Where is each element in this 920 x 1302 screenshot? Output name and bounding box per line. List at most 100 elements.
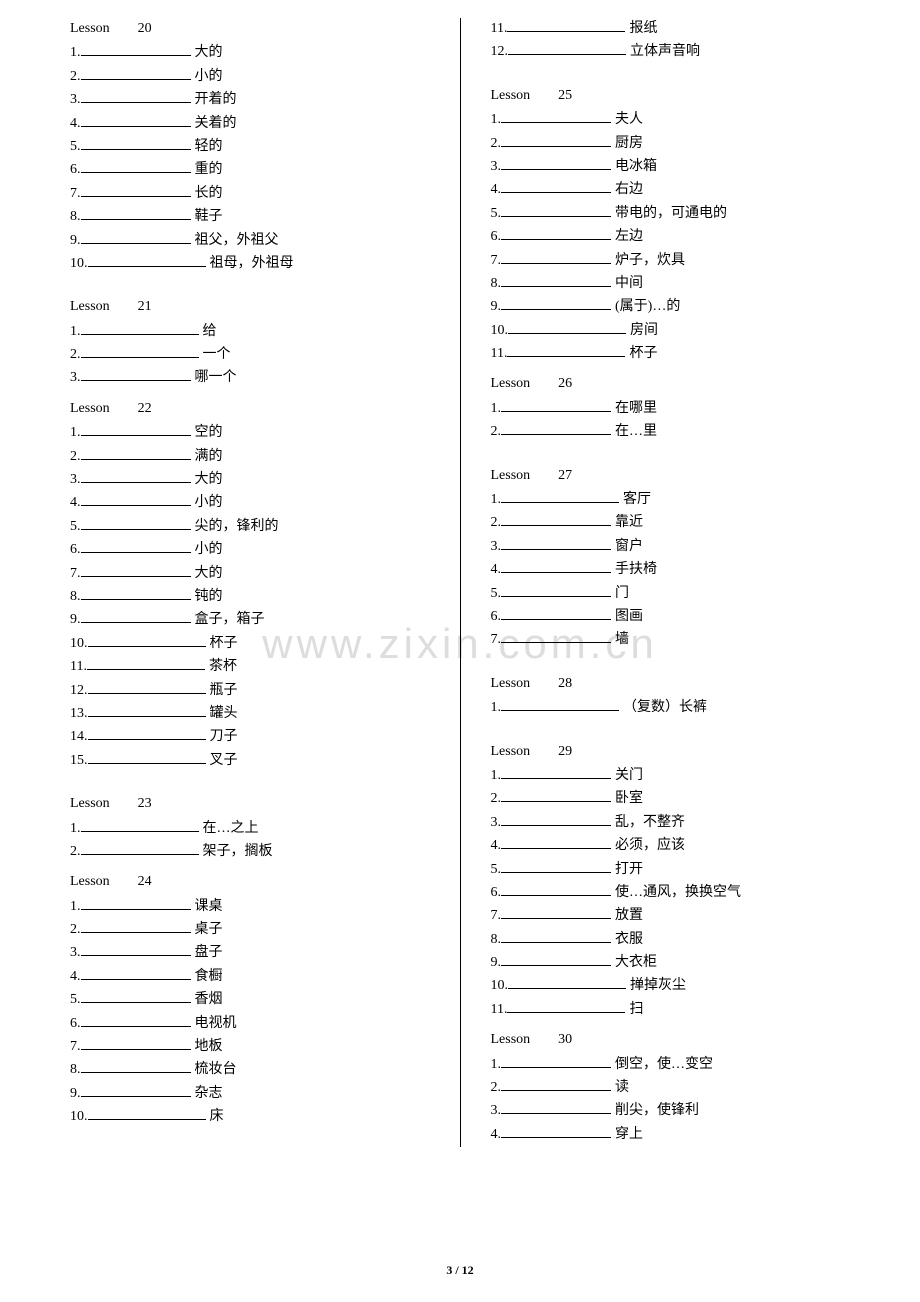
vocab-entry: 4.穿上 [491,1124,851,1146]
entry-number: 9. [70,609,81,631]
vocab-entry: 11.报纸 [491,18,851,40]
entry-number: 8. [70,206,81,228]
vocab-entry: 5.香烟 [70,989,430,1011]
entry-number: 11. [491,999,508,1021]
lesson-number: 28 [558,673,572,695]
spacer [70,276,430,288]
fill-blank [81,367,191,381]
vocab-entry: 2. 架子，搁板 [70,841,430,863]
vocab-entry: 1.关门 [491,765,851,787]
entry-definition: 读 [615,1077,629,1099]
vocab-entry: 1. 在…之上 [70,818,430,840]
entry-number: 1. [491,1054,502,1076]
lesson-number: 27 [558,465,572,487]
vocab-entry: 5. 尖的，锋利的 [70,516,430,538]
vocab-entry: 12.瓶子 [70,680,430,702]
fill-blank [501,512,611,526]
entry-number: 1. [70,422,81,444]
entry-definition: 客厅 [623,489,651,511]
entry-number: 5. [70,516,81,538]
lesson-number: 22 [138,398,152,420]
spacer [491,445,851,457]
vocab-entry: 4.关着的 [70,113,430,135]
fill-blank [501,226,611,240]
fill-blank [81,609,191,623]
vocab-entry: 15.叉子 [70,750,430,772]
vocab-entry: 9.大衣柜 [491,952,851,974]
lesson-label: Lesson [491,465,531,487]
vocab-entry: 7.大的 [70,563,430,585]
entry-number: 1. [491,697,502,719]
entry-definition: 尖的，锋利的 [195,516,279,538]
vocab-entry: 3. 电冰箱 [491,156,851,178]
fill-blank [81,89,191,103]
entry-definition: 电冰箱 [615,156,657,178]
fill-blank [88,726,206,740]
entry-definition: 关着的 [195,113,237,135]
vocab-entry: 9.盒子，箱子 [70,609,430,631]
fill-blank [81,539,191,553]
lesson-header: Lesson30 [491,1029,851,1051]
lesson-number: 29 [558,741,572,763]
fill-blank [501,1100,611,1114]
entry-number: 3. [491,156,502,178]
spacer [491,721,851,733]
lesson-label: Lesson [70,793,110,815]
fill-blank [501,559,611,573]
fill-blank [81,586,191,600]
entry-definition: 小的 [195,66,223,88]
entry-number: 4. [491,179,502,201]
vocab-entry: 1.空的 [70,422,430,444]
entry-definition: 在…里 [615,421,657,443]
entry-definition: 小的 [195,492,223,514]
fill-blank [501,421,611,435]
spacer [491,653,851,665]
entry-definition: 鞋子 [195,206,223,228]
entry-definition: 夫人 [615,109,643,131]
entry-number: 9. [491,296,502,318]
lesson-number: 26 [558,373,572,395]
entry-number: 15. [70,750,88,772]
vocab-entry: 5.门 [491,583,851,605]
vocab-entry: 8.衣服 [491,929,851,951]
entry-definition: 房间 [630,320,658,342]
fill-blank [501,489,619,503]
lesson-header: Lesson25 [491,85,851,107]
vocab-entry: 2.厨房 [491,133,851,155]
entry-definition: 祖母，外祖母 [210,253,294,275]
fill-blank [501,133,611,147]
entry-number: 2. [70,446,81,468]
entry-definition: 关门 [615,765,643,787]
vocab-entry: 4.右边 [491,179,851,201]
fill-blank [88,633,206,647]
entry-definition: 带电的，可通电的 [615,203,727,225]
fill-blank [87,656,205,670]
lesson-header: Lesson20 [70,18,430,40]
entry-number: 3. [491,536,502,558]
entry-number: 1. [491,489,502,511]
vocab-entry: 2.靠近 [491,512,851,534]
entry-definition: (属于)…的 [615,296,680,318]
entry-number: 4. [70,966,81,988]
vocab-entry: 5.轻的 [70,136,430,158]
entry-number: 4. [491,835,502,857]
vocab-entry: 8.钝的 [70,586,430,608]
vocab-entry: 7.地板 [70,1036,430,1058]
entry-definition: 杯子 [629,343,657,365]
fill-blank [501,859,611,873]
entry-definition: 刀子 [210,726,238,748]
vocab-entry: 6.重的 [70,159,430,181]
entry-number: 2. [491,133,502,155]
left-column: Lesson201.大的2.小的3.开着的4.关着的5.轻的6.重的7.长的8.… [40,18,461,1147]
entry-definition: 盘子 [195,942,223,964]
lesson-header: Lesson23 [70,793,430,815]
entry-definition: 穿上 [615,1124,643,1146]
entry-definition: 梳妆台 [195,1059,237,1081]
vocab-entry: 5.带电的，可通电的 [491,203,851,225]
entry-number: 12. [70,680,88,702]
fill-blank [81,919,191,933]
entry-number: 7. [491,250,502,272]
entry-number: 8. [491,929,502,951]
entry-definition: 炉子，炊具 [615,250,685,272]
fill-blank [88,750,206,764]
